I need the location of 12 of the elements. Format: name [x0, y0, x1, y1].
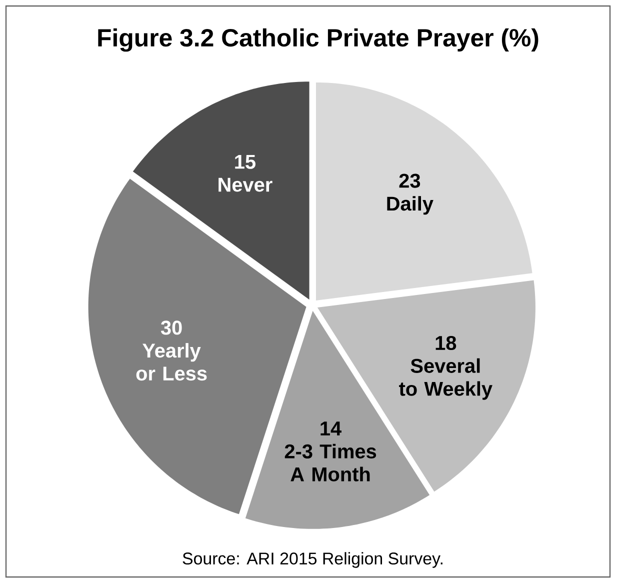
- slice-label: 2-3 Times A Month: [284, 444, 376, 482]
- slice-label: Yearly or Less: [136, 343, 207, 381]
- source-note: Source: ARI 2015 Religion Survey.: [182, 552, 442, 568]
- slice-label: Never: [218, 178, 272, 192]
- slice-label: Daily: [387, 196, 434, 215]
- chart-title: Figure 3.2 Catholic Private Prayer (%): [98, 28, 538, 52]
- data-label: 18: [436, 336, 456, 350]
- slice-label: Several to Weekly: [399, 358, 492, 400]
- data-label: 14: [320, 422, 342, 436]
- data-label: 15: [235, 154, 256, 169]
- data-label: 23: [399, 174, 420, 188]
- data-label: 30: [160, 320, 182, 335]
